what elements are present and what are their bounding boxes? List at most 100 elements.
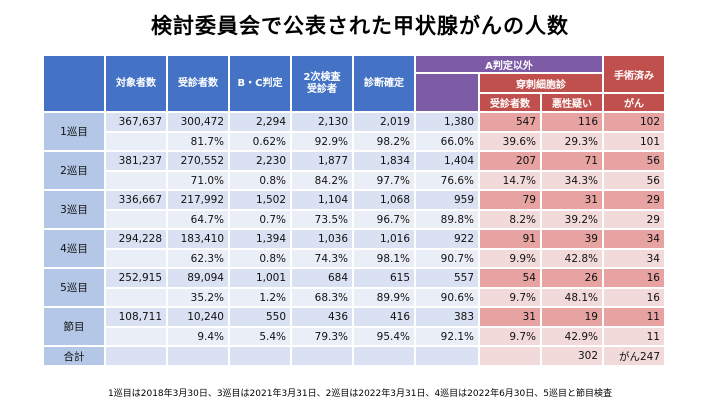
table-row-percent: 81.7% 0.62% 92.9% 98.2% 66.0% 39.6% 29.3% 101 [44,133,664,150]
total-cell [168,347,228,365]
count-cell: 183,410 [168,230,228,248]
percent-cell: 92.9% [292,133,352,150]
count-cell: 1,877 [292,152,352,170]
percent-cell [106,172,166,189]
total-label: 合計 [44,347,104,365]
count-cell: 550 [230,308,290,326]
header-examinees: 受診者数 [168,56,228,111]
count-cell: 416 [354,308,414,326]
thyroid-cancer-table: 対象者数 受診者数 B・C判定 2次検査 受診者 診断確定 A判定以外 手術済み… [42,54,666,367]
count-cell: 16 [604,269,664,287]
page-title: 検討委員会で公表された甲状腺がんの人数 [151,14,569,38]
percent-cell: 98.2% [354,133,414,150]
count-cell: 252,915 [106,269,166,287]
table-row: 1巡目 367,637 300,472 2,294 2,130 2,019 1,380 547… [44,113,664,150]
percent-cell: 71.0% [168,172,228,189]
total-cancer: がん247 [604,347,664,365]
percent-cell: 68.3% [292,289,352,306]
count-cell: 1,502 [230,191,290,209]
percent-cell: 90.7% [416,250,478,267]
count-cell: 2,230 [230,152,290,170]
percent-cell: 0.62% [230,133,290,150]
percent-cell: 95.4% [354,328,414,345]
percent-cell: 11 [604,328,664,345]
percent-cell: 29.3% [542,133,602,150]
footnote: 1巡目は2018年3月30日、3巡目は2021年3月31日、2巡目は2022年3… [108,389,612,399]
count-cell: 2,019 [354,113,414,131]
count-cell: 207 [480,152,540,170]
header-bc: B・C判定 [230,56,290,111]
count-cell: 436 [292,308,352,326]
header-fna-examinees: 受診者数 [480,94,540,111]
count-cell: 89,094 [168,269,228,287]
percent-cell: 0.7% [230,211,290,228]
percent-cell: 48.1% [542,289,602,306]
percent-cell: 90.6% [416,289,478,306]
percent-cell: 97.7% [354,172,414,189]
table-row-percent: 9.4% 5.4% 79.3% 95.4% 92.1% 9.7% 42.9% 11 [44,328,664,345]
percent-cell: 14.7% [480,172,540,189]
percent-cell: 101 [604,133,664,150]
table-row-percent: 35.2% 1.2% 68.3% 89.9% 90.6% 9.7% 48.1% 16 [44,289,664,306]
count-cell: 2,294 [230,113,290,131]
percent-cell [106,133,166,150]
count-cell: 383 [416,308,478,326]
count-cell: 367,637 [106,113,166,131]
percent-cell: 76.6% [416,172,478,189]
header-a-other-blank [416,74,478,111]
percent-cell: 81.7% [168,133,228,150]
percent-cell: 34.3% [542,172,602,189]
percent-cell: 62.3% [168,250,228,267]
count-cell: 547 [480,113,540,131]
header-surgery: 手術済み [604,56,664,92]
table-row: 節目 108,711 10,240 550 436 416 383 31 19 11 [44,308,664,345]
percent-cell: 98.1% [354,250,414,267]
count-cell: 1,380 [416,113,478,131]
count-cell: 1,068 [354,191,414,209]
percent-cell: 74.3% [292,250,352,267]
percent-cell: 39.2% [542,211,602,228]
count-cell: 270,552 [168,152,228,170]
count-cell: 615 [354,269,414,287]
table-total: 合計 302 がん247 [44,347,664,365]
table-row: 5巡目 252,915 89,094 1,001 684 615 557 54 26 16 [44,269,664,306]
percent-cell: 42.9% [542,328,602,345]
percent-cell: 16 [604,289,664,306]
count-cell: 2,130 [292,113,352,131]
header-second-exam-line1: 2次検査 [303,72,341,83]
total-row: 合計 302 がん247 [44,347,664,365]
total-cell [230,347,290,365]
header-suspected: 悪性疑い [542,94,602,111]
count-cell: 79 [480,191,540,209]
total-cell [354,347,414,365]
count-cell: 1,104 [292,191,352,209]
percent-cell: 9.7% [480,289,540,306]
count-cell: 91 [480,230,540,248]
count-cell: 31 [480,308,540,326]
percent-cell: 73.5% [292,211,352,228]
total-cell [480,347,540,365]
header-corner [44,56,104,111]
count-cell: 19 [542,308,602,326]
header-diagnosis: 診断確定 [354,56,414,111]
count-cell: 10,240 [168,308,228,326]
count-cell: 1,016 [354,230,414,248]
count-cell: 217,992 [168,191,228,209]
count-cell: 1,036 [292,230,352,248]
count-cell: 1,394 [230,230,290,248]
row-label: 節目 [44,308,104,345]
percent-cell: 89.9% [354,289,414,306]
percent-cell: 29 [604,211,664,228]
percent-cell: 42.8% [542,250,602,267]
percent-cell [106,328,166,345]
count-cell: 381,237 [106,152,166,170]
percent-cell: 9.7% [480,328,540,345]
row-label: 3巡目 [44,191,104,228]
percent-cell: 92.1% [416,328,478,345]
count-cell: 1,001 [230,269,290,287]
count-cell: 108,711 [106,308,166,326]
table-row-percent: 71.0% 0.8% 84.2% 97.7% 76.6% 14.7% 34.3% 56 [44,172,664,189]
count-cell: 294,228 [106,230,166,248]
header-second-exam-line2: 受診者 [307,83,337,95]
count-cell: 557 [416,269,478,287]
